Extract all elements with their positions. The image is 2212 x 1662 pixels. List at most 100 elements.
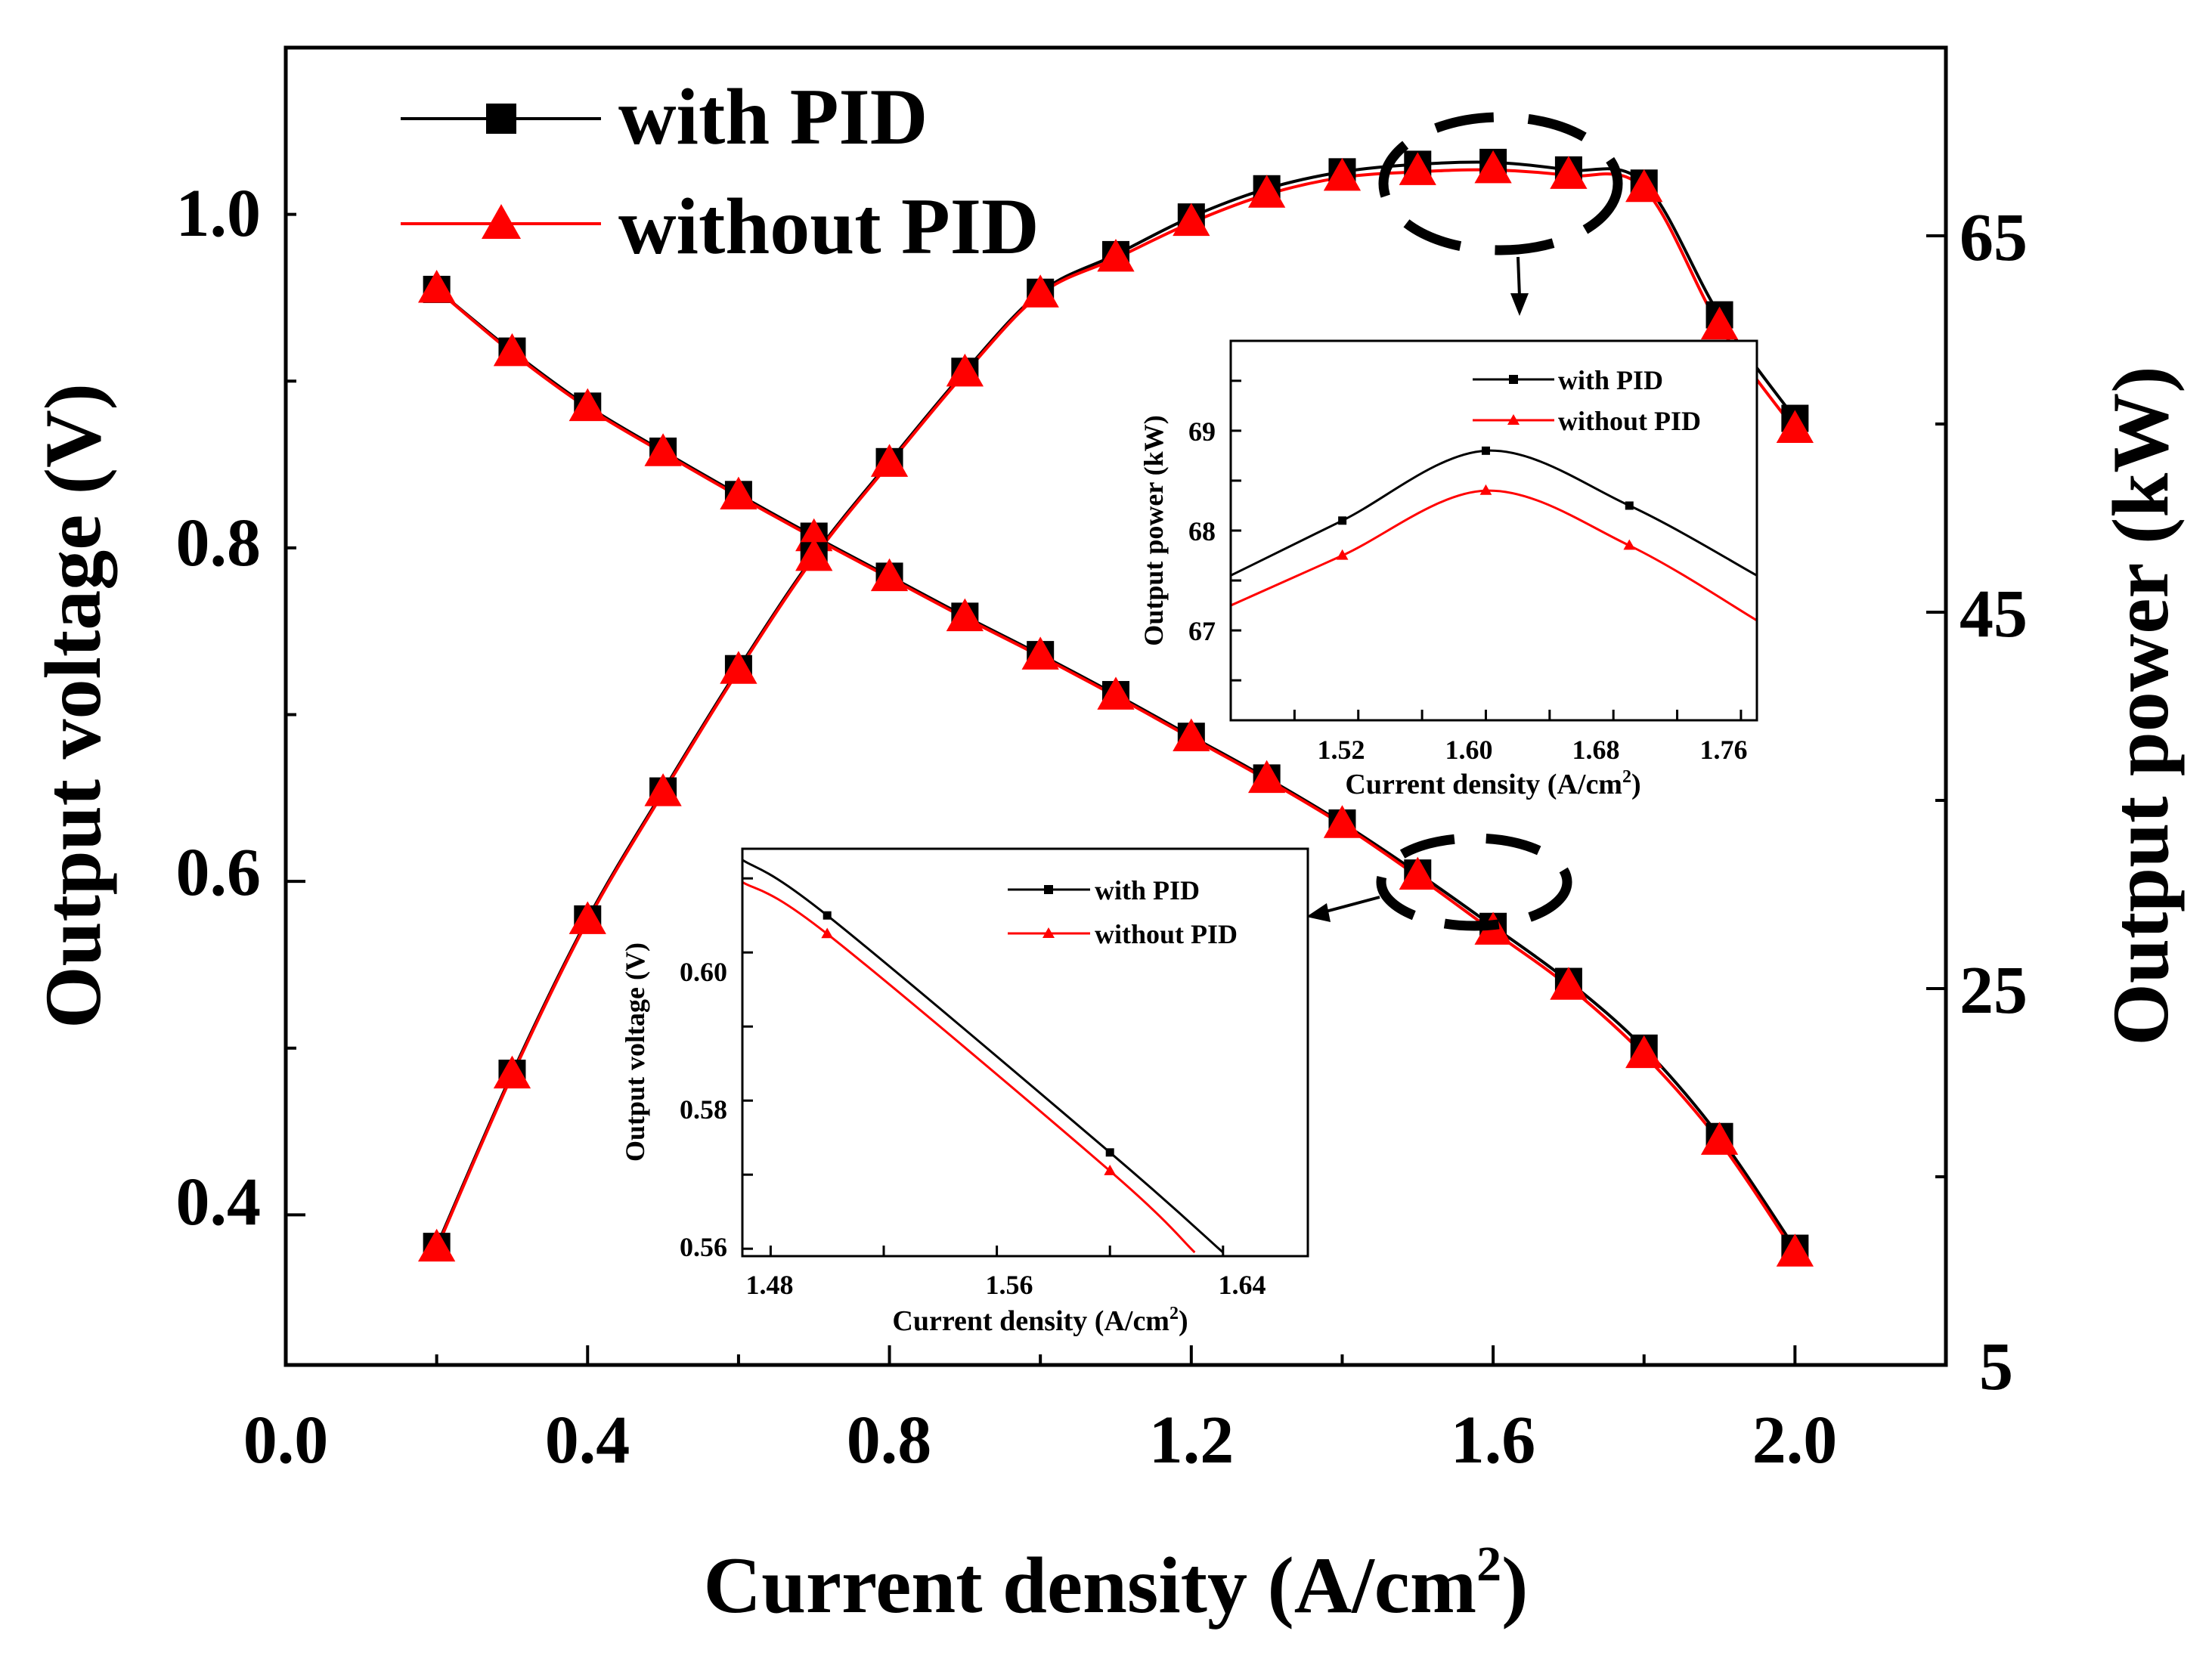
y-left-axis-title: Output voltage (V): [29, 383, 117, 1029]
data-point: [1700, 1122, 1739, 1155]
data-point: [1323, 157, 1362, 191]
y-right-tick-label: 65: [1960, 200, 2028, 275]
data-point: [1247, 760, 1286, 794]
legend-triangle-marker: [1507, 414, 1520, 425]
x-tick-label: 2.0: [1752, 1403, 1838, 1478]
inset-power-y-axis-title: Output power (kW): [1139, 415, 1169, 645]
data-point: [493, 1055, 531, 1089]
data-point: [720, 476, 757, 510]
legend-triangle-marker: [482, 204, 521, 239]
inset-power-y-tick-label: 68: [1188, 516, 1216, 546]
inset-power-series: [1231, 446, 1757, 622]
data-point: [417, 270, 456, 303]
data-point: [1247, 175, 1286, 208]
inset-voltage-x-axis-title: Current density (A/cm2): [892, 1304, 1188, 1337]
main-ticks: [284, 212, 1947, 1365]
data-point: [1625, 1035, 1663, 1069]
y-left-tick-label: 0.8: [176, 506, 262, 580]
inset-data-point: [1623, 539, 1636, 550]
data-point: [1776, 1233, 1814, 1267]
legend-square-marker: [486, 104, 516, 134]
inset-data-point: [1479, 484, 1492, 495]
legend-item-with-pid: with PID: [401, 73, 928, 161]
data-point: [946, 353, 984, 387]
y-right-tick-label: 25: [1960, 953, 2028, 1028]
y-right-axis-title: Output power (kW): [2096, 366, 2185, 1045]
data-point: [795, 537, 833, 571]
inset-voltage-x-tick-label: 1.48: [746, 1270, 794, 1300]
arrow-to-voltage-inset: [1306, 896, 1380, 922]
legend-label: with PID: [1558, 365, 1663, 395]
data-point: [1474, 150, 1512, 184]
data-point: [1550, 156, 1588, 189]
data-point: [1323, 805, 1362, 838]
inset-power-y-tick-label: 67: [1188, 616, 1216, 646]
legend-label: without PID: [1095, 919, 1238, 949]
data-point: [568, 388, 606, 422]
data-point: [1021, 636, 1059, 670]
inset-power-background: [1231, 341, 1757, 720]
legend-square-marker: [1044, 885, 1053, 894]
inset-voltage-y-tick-label: 0.58: [680, 1094, 727, 1125]
data-point: [1399, 152, 1436, 185]
inset-data-point: [823, 911, 832, 920]
data-point: [1700, 306, 1739, 340]
data-point: [568, 901, 606, 934]
inset-series-group: [1231, 446, 1757, 622]
inset-series-group: [742, 859, 1224, 1254]
inset-voltage-y-tick-label: 0.60: [680, 957, 727, 987]
data-point: [417, 1228, 456, 1262]
main-series: [417, 148, 1814, 1267]
inset-data-point: [1338, 516, 1347, 525]
x-tick-label: 0.0: [243, 1403, 329, 1478]
inset-power-y-tick-label: 69: [1188, 416, 1216, 447]
x-tick-label: 0.4: [545, 1403, 630, 1478]
inset-power-x-tick-label: 1.76: [1700, 735, 1748, 765]
y-right-tick-label: 45: [1960, 577, 2028, 651]
inset-power-chart: 1.52 1.60 1.68 1.76 67 68 69 Current den…: [1139, 339, 1758, 800]
inset-series-line: [742, 881, 1196, 1254]
main-plot-frame: [283, 45, 1948, 1367]
legend-item-without-pid: without PID: [401, 182, 1039, 271]
inset-data-point: [1104, 1165, 1117, 1175]
data-point: [1173, 203, 1210, 237]
inset-data-point: [1481, 446, 1490, 455]
inset-voltage-background: [742, 849, 1308, 1256]
inset-power-legend: with PID without PID: [1473, 365, 1701, 436]
data-point: [1097, 676, 1135, 710]
data-point: [946, 598, 984, 632]
inset-power-x-tick-label: 1.68: [1572, 735, 1620, 765]
inset-voltage-series: [742, 859, 1224, 1254]
data-point: [1399, 856, 1436, 890]
legend-label: with PID: [1095, 875, 1200, 905]
data-point: [644, 433, 682, 466]
inset-power-x-axis-title: Current density (A/cm2): [1345, 767, 1640, 800]
inset-data-point: [1625, 501, 1634, 510]
data-point: [870, 558, 909, 592]
legend-label: with PID: [618, 73, 928, 161]
legend-label: without PID: [618, 182, 1039, 271]
data-point: [1625, 169, 1663, 203]
y-left-tick-label: 1.0: [176, 176, 262, 251]
legend-square-marker: [1509, 375, 1518, 384]
data-point: [1776, 410, 1814, 444]
data-point: [1550, 967, 1588, 1000]
data-point: [493, 333, 531, 367]
inset-data-point: [821, 927, 834, 939]
inset-voltage-x-tick-label: 1.56: [986, 1270, 1033, 1300]
x-tick-label: 1.6: [1451, 1403, 1536, 1478]
inset-power-x-tick-label: 1.52: [1318, 735, 1365, 765]
data-point: [1173, 718, 1210, 751]
inset-power-x-tick-label: 1.60: [1445, 735, 1493, 765]
x-tick-label: 0.8: [847, 1403, 932, 1478]
x-tick-label: 1.2: [1149, 1403, 1235, 1478]
arrow-to-power-inset: [1510, 256, 1529, 316]
data-point: [644, 773, 682, 806]
inset-data-point: [1105, 1148, 1114, 1157]
data-point: [1021, 274, 1059, 308]
x-axis-title: Current density (A/cm2): [704, 1537, 1529, 1630]
inset-power-ticks: [1231, 379, 1743, 720]
inset-voltage-y-axis-title: Output voltage (V): [620, 942, 650, 1162]
main-legend: with PID without PID: [401, 73, 1039, 271]
inset-series-line: [742, 859, 1224, 1254]
